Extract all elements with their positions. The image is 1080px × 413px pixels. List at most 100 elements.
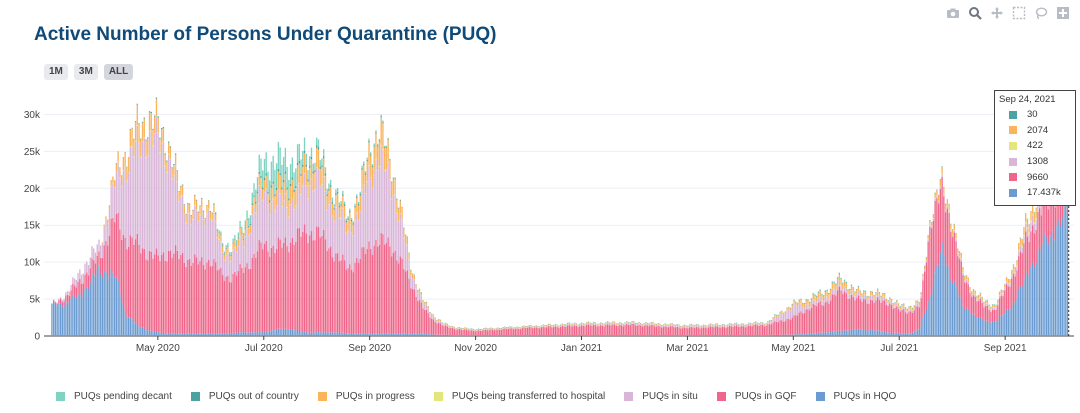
bar-segment [889,332,891,336]
bar-segment [295,205,297,207]
day-bar [204,218,206,336]
bar-segment [845,283,847,289]
bar-segment [629,323,631,326]
bar-segment [262,170,264,188]
bar-segment [960,253,962,259]
bar-segment [784,312,786,314]
bar-segment [535,325,537,327]
bar-segment [723,325,726,328]
bar-segment [861,301,863,330]
bar-segment [260,158,262,176]
day-bar [258,154,260,336]
bar-segment [1009,283,1011,285]
bar-segment [396,199,398,213]
bar-segment [316,167,318,227]
bar-segment [323,156,325,159]
legend-item-in-situ[interactable]: PUQs in situ [624,391,698,402]
legend-item-out-of-country[interactable]: PUQs out of country [190,391,299,402]
legend-item-in-gqf[interactable]: PUQs in GQF [716,391,797,402]
bar-segment [105,272,107,336]
bar-segment [107,278,109,336]
day-bar [403,227,405,336]
range-1m-button[interactable]: 1M [44,64,68,80]
day-bar [971,291,973,336]
bar-segment [319,186,321,238]
day-bar [150,111,152,336]
range-3m-button[interactable]: 3M [73,64,98,80]
bar-segment [850,285,853,286]
legend-item-in-progress[interactable]: PUQs in progress [317,391,415,402]
bar-segment [815,333,818,336]
bar-segment [864,290,867,291]
box-select-icon[interactable] [1012,6,1026,20]
bar-segment [467,335,469,336]
legend-item-pending-decant[interactable]: PUQs pending decant [56,391,172,402]
bar-segment [1028,224,1030,233]
bar-segment [150,131,152,252]
bar-segment [70,285,72,291]
day-bar [415,284,417,336]
bar-segment [845,293,847,331]
bar-segment [472,329,475,331]
bar-segment [110,218,112,270]
bar-segment [655,335,658,336]
bar-segment [918,307,921,330]
pan-icon[interactable] [990,6,1004,20]
day-bar [878,292,881,336]
bar-segment [77,272,79,282]
bar-segment [831,288,834,295]
bar-segment [364,173,367,175]
day-bar [157,116,159,336]
bar-segment [924,269,926,272]
bar-segment [171,168,173,179]
day-bar [648,323,651,336]
bar-segment [633,335,635,336]
day-bar [772,316,774,336]
range-all-button[interactable]: ALL [103,64,134,80]
bar-segment [329,179,332,186]
bar-segment [777,316,780,323]
bar-segment [314,189,316,190]
bar-segment [946,208,948,265]
bar-segment [617,324,619,326]
bar-segment [593,324,595,336]
day-bar [279,147,281,336]
bar-segment [627,335,630,336]
bar-segment [688,326,691,328]
bar-segment [208,333,210,336]
bar-segment [162,142,165,253]
bar-segment [230,255,233,256]
bar-segment [908,333,910,336]
bar-segment [544,335,546,336]
day-bar [458,327,461,336]
bar-segment [612,322,614,325]
bar-segment [613,324,616,336]
zoom-icon[interactable] [968,6,982,20]
bar-segment [532,326,534,328]
bar-segment [171,333,173,336]
plus-icon[interactable] [1056,6,1070,20]
bar-segment [380,116,382,118]
bar-segment [671,324,673,326]
bar-segment [671,335,673,336]
bar-segment [174,165,177,167]
bar-segment [331,197,334,203]
bar-segment [286,246,288,330]
bar-segment [401,220,403,259]
lasso-icon[interactable] [1034,6,1048,20]
bar-segment [336,253,339,333]
legend-item-in-hqo[interactable]: PUQs in HQO [815,391,896,402]
bar-segment [490,328,492,330]
bar-segment [161,129,163,143]
bar-segment [323,149,325,157]
bar-segment [756,325,759,336]
day-bar [580,322,583,336]
camera-icon[interactable] [946,6,960,20]
bar-segment [842,289,844,295]
bar-segment [1021,253,1023,287]
bar-segment [901,309,903,334]
legend-item-transferred-to-hospital[interactable]: PUQs being transferred to hospital [433,391,605,402]
bar-segment [215,333,217,336]
bar-segment [608,335,611,336]
